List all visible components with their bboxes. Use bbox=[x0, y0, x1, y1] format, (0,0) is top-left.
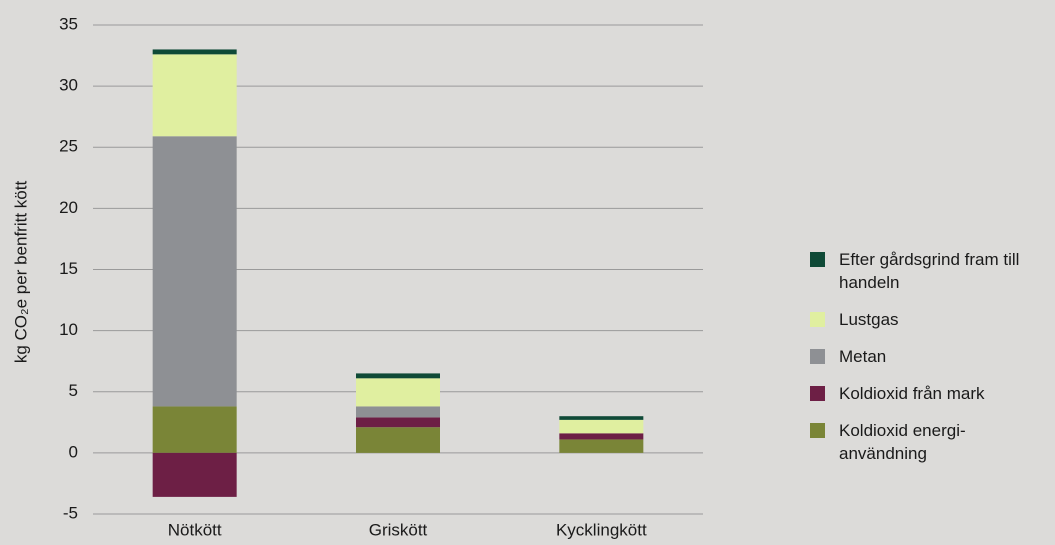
legend-label: Koldioxid energi-användning bbox=[839, 421, 966, 463]
legend-swatch bbox=[810, 349, 825, 364]
y-tick-label: 10 bbox=[59, 320, 78, 339]
y-axis-label: kg CO₂e per benfritt kött bbox=[11, 181, 30, 364]
x-tick-label: Nötkött bbox=[168, 520, 222, 539]
legend-item: Koldioxid energi-användning bbox=[810, 419, 1050, 465]
legend: Efter gårdsgrind fram till handeln Lustga… bbox=[810, 248, 1050, 479]
y-tick-label: 5 bbox=[69, 381, 78, 400]
y-tick-label: 35 bbox=[59, 14, 78, 33]
bar-segment bbox=[356, 406, 440, 418]
bar-segment bbox=[152, 49, 237, 55]
y-tick-label: 20 bbox=[59, 198, 78, 217]
legend-label: Lustgas bbox=[839, 310, 899, 329]
legend-item: Lustgas bbox=[810, 308, 1050, 331]
bar-segment bbox=[356, 373, 440, 379]
legend-swatch bbox=[810, 386, 825, 401]
legend-item: Koldioxid från mark bbox=[810, 382, 1050, 405]
y-tick-label: 0 bbox=[69, 442, 78, 461]
bar-segment bbox=[152, 54, 237, 137]
y-tick-label: 30 bbox=[59, 76, 78, 95]
bar-segment bbox=[559, 439, 644, 453]
legend-item: Efter gårdsgrind fram till handeln bbox=[810, 248, 1050, 294]
bar-segment bbox=[559, 416, 644, 420]
legend-swatch bbox=[810, 252, 825, 267]
y-tick-label: 25 bbox=[59, 137, 78, 156]
bar-segment bbox=[152, 452, 237, 497]
legend-swatch bbox=[810, 423, 825, 438]
bar-segment bbox=[356, 427, 440, 453]
legend-label: Metan bbox=[839, 347, 887, 366]
legend-label: Koldioxid från mark bbox=[839, 384, 985, 403]
x-tick-label: Kycklingkött bbox=[556, 520, 647, 539]
y-tick-label: 15 bbox=[59, 259, 78, 278]
bar-segment bbox=[559, 433, 644, 440]
x-tick-label: Griskött bbox=[369, 520, 428, 539]
bar-segment bbox=[356, 417, 440, 428]
bar-segment bbox=[356, 378, 440, 407]
y-tick-label: -5 bbox=[63, 503, 78, 522]
legend-swatch bbox=[810, 312, 825, 327]
bar-segment bbox=[152, 406, 237, 453]
bar-segment bbox=[152, 136, 237, 407]
bar-segment bbox=[559, 419, 644, 434]
legend-label: Efter gårdsgrind fram till handeln bbox=[839, 250, 1020, 292]
legend-item: Metan bbox=[810, 345, 1050, 368]
